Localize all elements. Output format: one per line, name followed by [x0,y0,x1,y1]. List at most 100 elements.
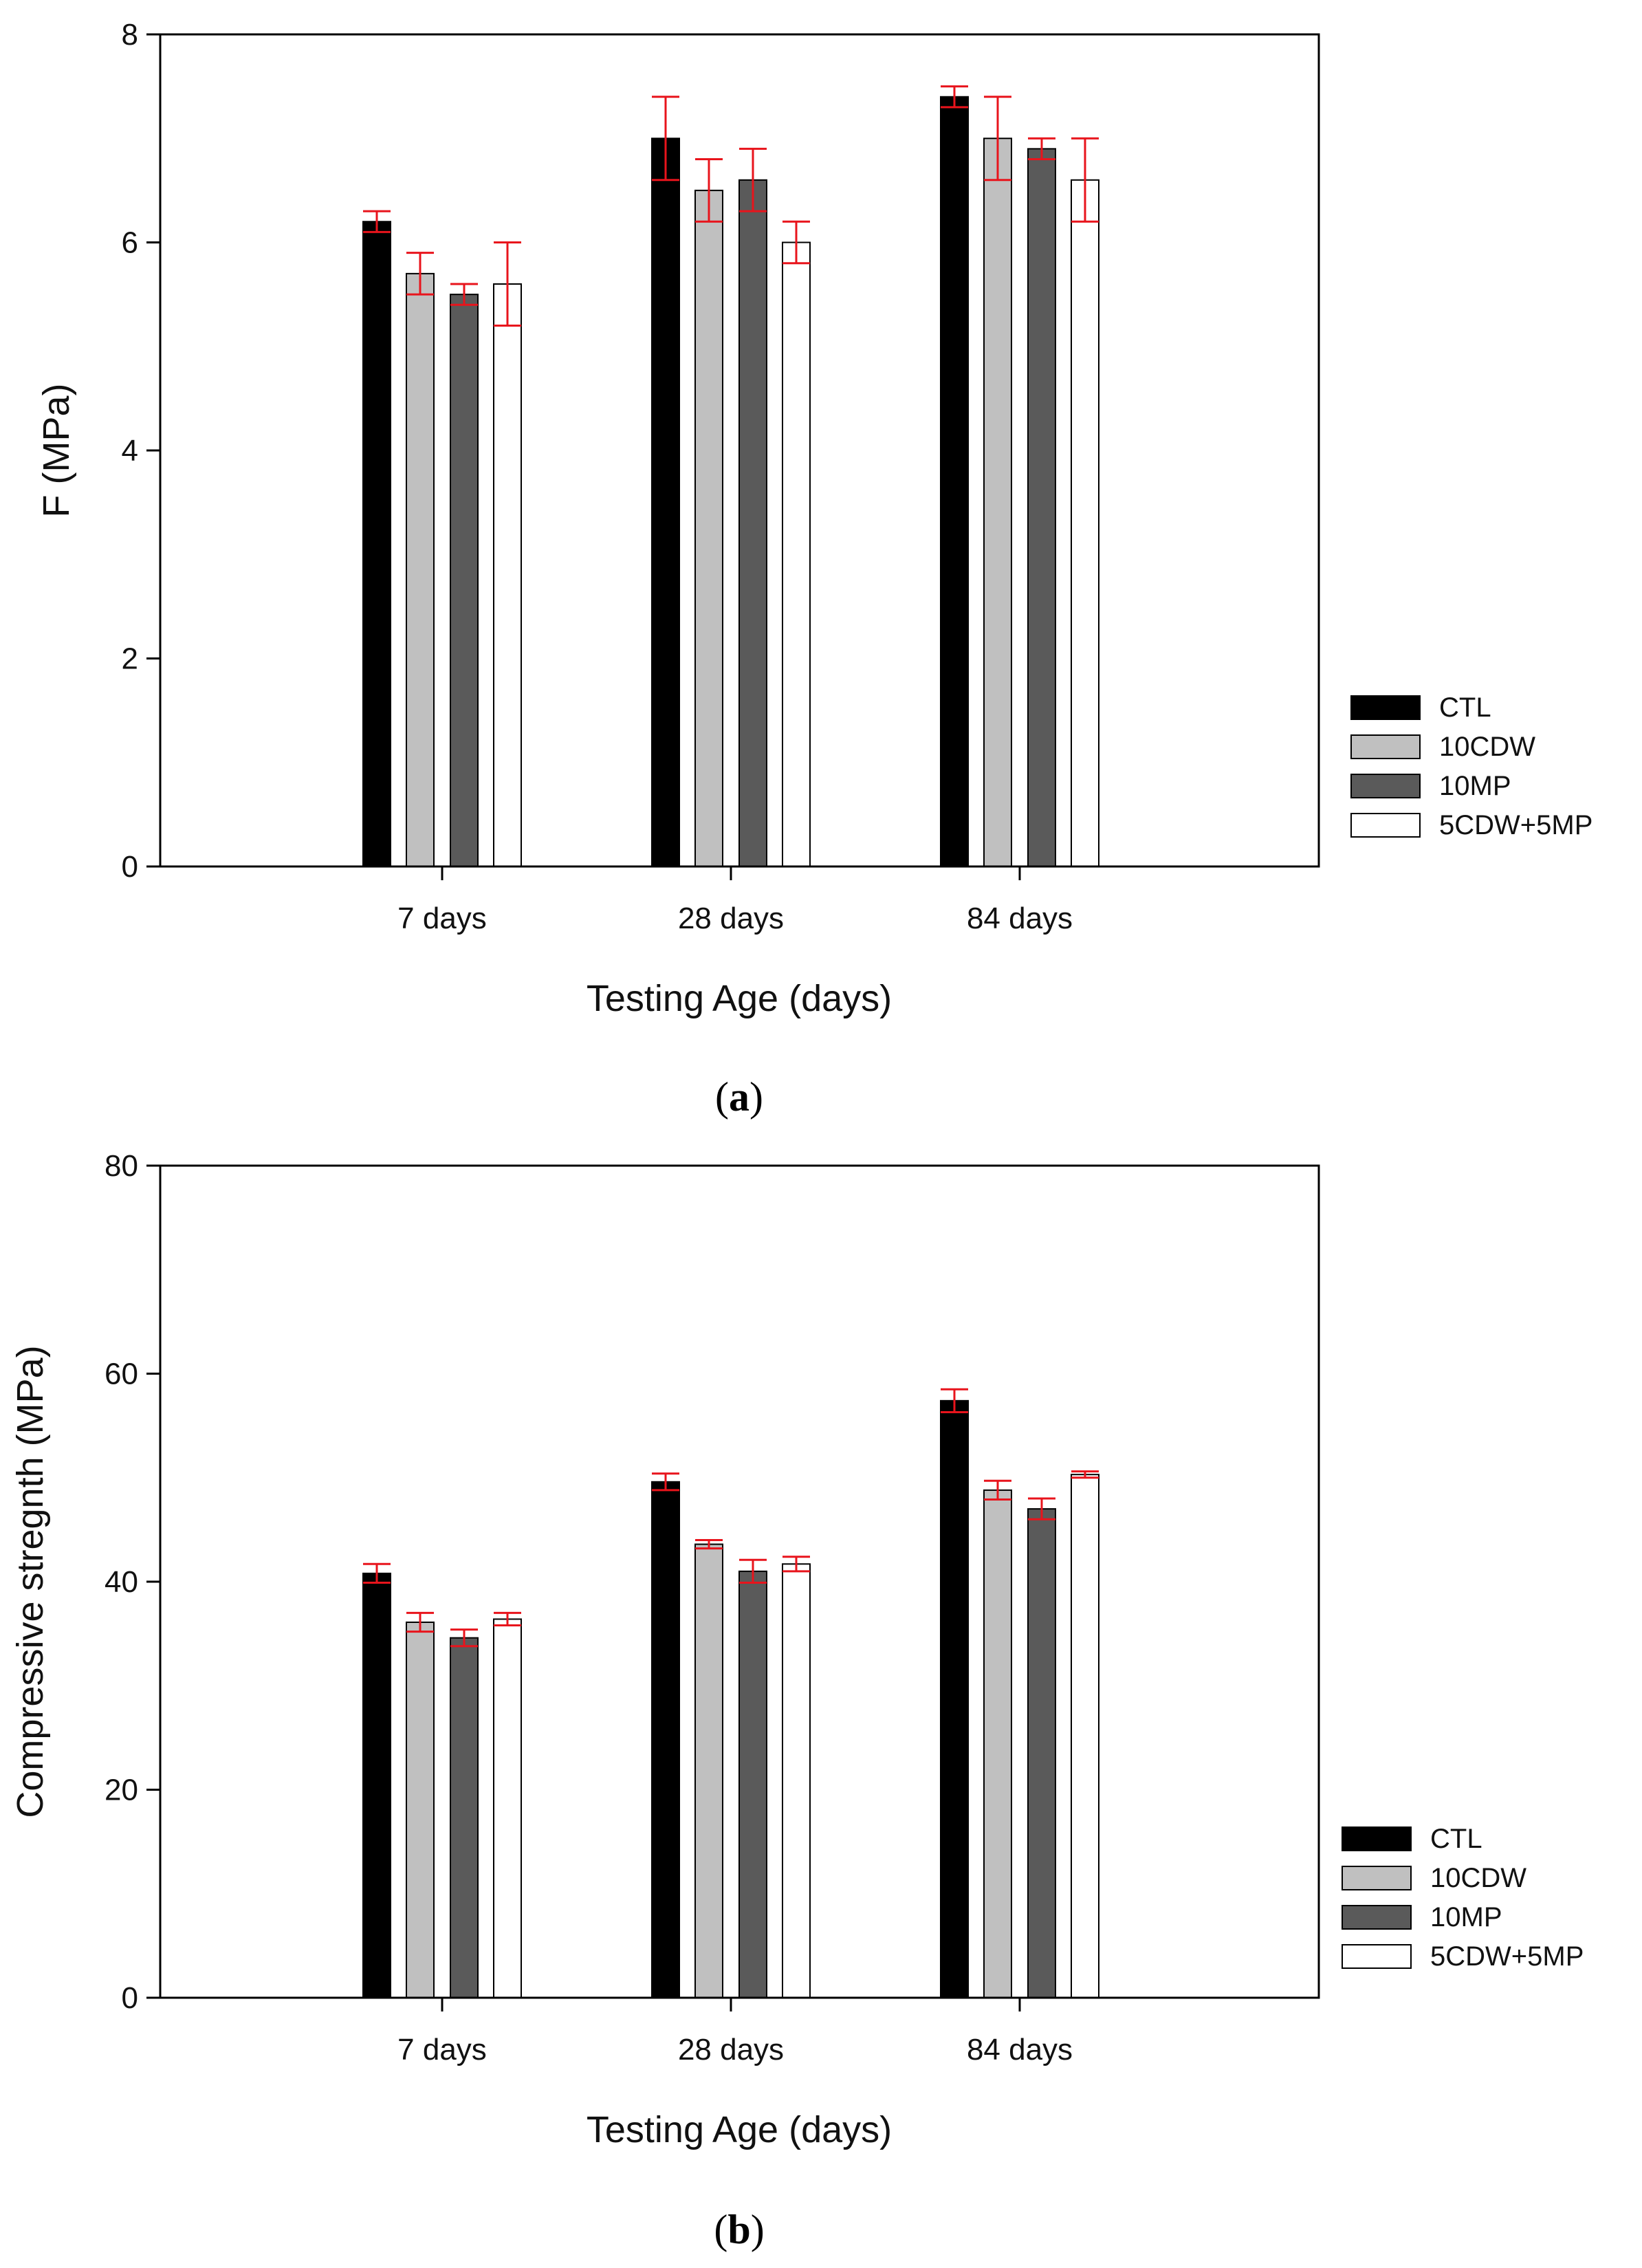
panel-b-y-tick-label: 60 [105,1357,138,1391]
panel-a-bar-10mp [1027,148,1056,867]
panel-a-error-bar [494,241,521,327]
panel-b-error-bar [652,1472,679,1492]
panel-b-x-tick-label: 28 days [678,2033,784,2067]
panel-b-bar-10mp [1027,1508,1056,1998]
panel-a-bar-10cdw [406,272,435,867]
panel-a-bar-5cdwplus5mp [1071,179,1099,867]
panel-b-legend: CTL 10CDW 10MP 5CDW+5MP [1342,1824,1584,1972]
panel-a-x-tick-label: 7 days [397,902,487,935]
panel-a-legend-swatch [1350,813,1421,838]
panel-b-error-bar [739,1558,767,1584]
panel-a-legend-label: 10MP [1439,771,1511,801]
panel-b-y-tick-label: 40 [105,1565,138,1599]
panel-a-bar-10cdw [694,189,723,867]
panel-a-x-tick-label: 28 days [678,902,784,935]
panel-b-error-bar [406,1611,434,1633]
panel-a-legend-swatch [1350,734,1421,759]
panel-b-error-bar [782,1556,810,1573]
panel-b-legend-label: 5CDW+5MP [1430,1941,1584,1972]
panel-a-error-bar [652,96,679,182]
panel-a-caption-open: ( [715,1074,729,1120]
panel-b-caption: (b) [714,2207,764,2252]
panel-b-caption-letter: b [727,2207,750,2252]
panel-b-error-bar [695,1539,723,1550]
panel-a-y-ticks: 0 2 4 6 8 [122,18,160,884]
panel-a-error-bar [1028,137,1055,160]
panel-b-bar-10cdw [983,1489,1012,1998]
panel-b-caption-open: ( [714,2207,727,2252]
panel-a-bar-5cdwplus5mp [782,241,811,867]
panel-a-bar-10cdw [983,138,1012,867]
panel-a-error-bar [406,252,434,296]
panel-a-error-bar [695,158,723,223]
panel-b-error-bar [984,1479,1011,1501]
panel-b-legend-swatch [1342,1905,1412,1930]
panel-b-legend-label: 10MP [1430,1902,1502,1932]
panel-a-legend-swatch [1350,695,1421,720]
panel-b-error-bar [363,1562,391,1584]
panel-b-error-bars [363,1388,1099,1648]
panel-a-legend-label: CTL [1439,693,1491,723]
panel-b-legend-swatch [1342,1866,1412,1890]
panel-b-bar-ctl [940,1399,969,1998]
panel-a-y-tick-label: 0 [122,850,138,884]
panel-a-bar-10mp [450,294,479,867]
panel-b-legend-label: 10CDW [1430,1863,1526,1893]
panel-b-y-ticks: 0 20 40 60 80 [105,1149,160,2015]
panel-b-x-axis-label: Testing Age (days) [587,2109,892,2150]
panel-a-y-tick-label: 8 [122,18,138,52]
panel-b-error-bar [941,1388,968,1413]
panel-a-error-bar [984,96,1011,182]
panel-a-legend-label: 5CDW+5MP [1439,810,1592,840]
panel-a-y-axis-label: F (MPa) [36,384,77,518]
panel-b-error-bar [494,1611,521,1627]
panel-a-legend-swatch [1350,774,1421,798]
panel-b-bar-10mp [450,1637,479,1999]
panel-b-y-axis-label: Compressive stregnth (MPa) [10,1345,51,1818]
panel-a-error-bars [363,85,1099,327]
panel-a-error-bar [1071,137,1099,223]
panel-b-bar-ctl [362,1572,391,1998]
panel-a-error-bar [782,220,810,265]
panel-b-legend-swatch [1342,1827,1412,1851]
panel-a-error-bar [739,147,767,212]
panel-a-y-tick-label: 6 [122,226,138,260]
panel-a-chart: 0 2 4 6 8 7 days 28 days 84 days Testing Age (… [36,18,1592,1120]
panel-a-error-bar [450,283,478,306]
panel-b-x-tick-label: 7 days [397,2033,487,2067]
panel-b-legend-swatch [1342,1944,1412,1969]
panel-a-y-tick-label: 2 [122,642,138,676]
panel-a-bars [362,96,1099,867]
panel-b-y-tick-label: 0 [122,1981,138,2015]
panel-b-bar-5cdwplus5mp [1071,1474,1099,1998]
panel-a-caption-close: ) [749,1074,763,1120]
panel-b-bar-ctl [651,1481,680,1999]
panel-b-error-bar [450,1628,478,1648]
panel-b-error-bar [1028,1497,1055,1520]
panel-b-bar-5cdwplus5mp [493,1618,522,1998]
panel-b-bars [362,1399,1099,1999]
panel-a-error-bar [363,210,391,233]
panel-a-y-tick-label: 4 [122,434,138,468]
panel-a-x-tick-label: 84 days [967,902,1073,935]
panel-a-x-ticks: 7 days 28 days 84 days [397,866,1073,935]
panel-b-x-ticks: 7 days 28 days 84 days [397,1998,1073,2067]
panel-b-x-tick-label: 84 days [967,2033,1073,2067]
panel-b-bar-10mp [738,1570,767,1998]
panel-a-bar-10mp [738,179,767,867]
panel-b-legend-label: CTL [1430,1824,1482,1854]
panel-b-bar-10cdw [406,1621,435,1999]
panel-a-legend: CTL 10CDW 10MP 5CDW+5MP [1350,693,1592,840]
panel-a-bar-5cdwplus5mp [493,283,522,867]
panel-a-bar-ctl [651,138,680,867]
panel-a-error-bar [941,85,968,109]
panel-b-error-bar [1071,1470,1099,1479]
panel-a-x-axis-label: Testing Age (days) [587,978,892,1019]
panel-a-bar-ctl [940,96,969,867]
panel-a-caption-letter: a [729,1074,749,1120]
panel-b-chart: 0 20 40 60 80 7 days 28 days 84 days Testing A… [10,1149,1584,2252]
panel-a-bar-ctl [362,221,391,867]
panel-b-y-tick-label: 80 [105,1149,138,1183]
panel-b-bar-10cdw [694,1543,723,1999]
